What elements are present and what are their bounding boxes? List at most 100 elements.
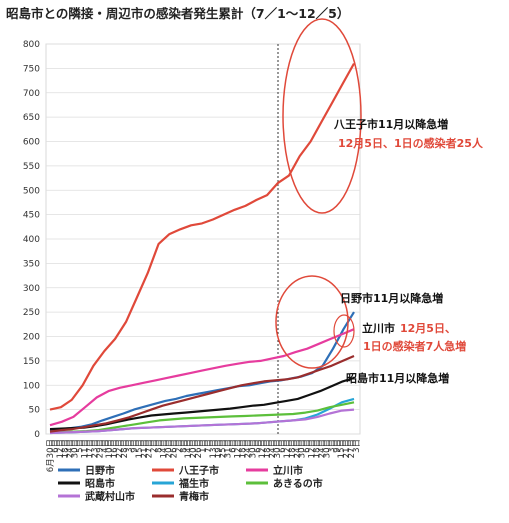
- plot-area: 0 50 100 150 200 250 300 350 400 450 500 550 600 650 7…: [23, 40, 362, 472]
- series-lines: [49, 62, 355, 435]
- x-tick-label: 3日: [125, 439, 135, 453]
- x-tick-label: 12日: [234, 439, 244, 458]
- series-line-4: [49, 397, 355, 435]
- x-tick-label: 1日: [199, 439, 209, 453]
- x-tick-label: 6日: [51, 439, 61, 453]
- series-line-5: [49, 401, 355, 434]
- x-tick-label: 12日: [258, 439, 268, 458]
- x-tick-label: 24日: [317, 439, 327, 458]
- x-tick-label: 8日: [155, 439, 165, 453]
- y-tick-label: 450: [23, 211, 40, 221]
- x-tick-label: 20日: [164, 439, 174, 458]
- x-tick-label: 26日: [169, 439, 179, 458]
- y-tick-label: 800: [23, 40, 40, 50]
- x-tick-label: 28日: [120, 439, 130, 458]
- x-tick-label: 24日: [66, 439, 76, 458]
- x-tick-label: 24日: [243, 439, 253, 458]
- annotation-tachikawa-detail: 1日の感染者7人急増: [363, 339, 466, 353]
- x-tick-label: 22日: [115, 439, 125, 458]
- annotation-akishima: 昭島市11月以降急増: [346, 371, 449, 385]
- x-tick-label: 3日: [327, 439, 337, 453]
- x-axis-ticks: 6月30日6日12日18日24日30日5日11日17日23日29日4日10日16…: [46, 439, 362, 472]
- y-tick-label: 750: [23, 64, 40, 74]
- x-tick-label: 30日: [248, 439, 258, 458]
- x-tick-label: 7日: [204, 439, 214, 453]
- x-tick-label: 19日: [214, 439, 224, 458]
- x-tick-label: 15日: [337, 439, 347, 458]
- x-tick-label: 4日: [100, 439, 110, 453]
- x-tick-label: 23日: [90, 439, 100, 458]
- legend-label: 福生市: [178, 477, 209, 490]
- x-tick-label: 6月30日: [46, 439, 56, 472]
- legend-label: 八王子市: [178, 464, 219, 477]
- x-tick-label: 2日: [174, 439, 184, 453]
- x-tick-label: 17日: [85, 439, 95, 458]
- series-line-2: [49, 328, 355, 427]
- x-tick-label: 14日: [160, 439, 170, 458]
- y-axis-ticks: 0 50 100 150 200 250 300 350 400 450 500 550 600 650 7…: [23, 40, 40, 440]
- annotation-hino: 日野市11月以降急増: [340, 291, 443, 305]
- series-line-7: [49, 354, 355, 433]
- y-tick-label: 150: [23, 357, 40, 367]
- y-tick-label: 0: [34, 430, 40, 440]
- legend-label: あきるの市: [273, 477, 323, 490]
- x-tick-label: 30日: [322, 439, 332, 458]
- y-tick-label: 700: [23, 89, 40, 99]
- x-tick-label: 27日: [145, 439, 155, 458]
- tachikawa-highlight-ellipse: [333, 314, 355, 348]
- x-tick-label: 20日: [189, 439, 199, 458]
- legend-label: 青梅市: [179, 490, 209, 503]
- x-tick-label: 10日: [105, 439, 115, 458]
- x-tick-label: 24日: [268, 439, 278, 458]
- x-tick-label: 18日: [61, 439, 71, 458]
- x-tick-label: 8日: [179, 439, 189, 453]
- x-tick-label: 25日: [219, 439, 229, 458]
- x-tick-label: 18日: [238, 439, 248, 458]
- y-tick-label: 400: [23, 235, 40, 245]
- x-tick-label: 6日: [253, 439, 263, 453]
- x-tick-label: 12日: [283, 439, 293, 458]
- hino-highlight-ellipse: [275, 275, 349, 369]
- x-tick-label: 3日: [352, 439, 362, 453]
- gridlines: [46, 43, 360, 435]
- x-tick-label: 12日: [56, 439, 66, 458]
- x-tick-label: 30日: [273, 439, 283, 458]
- x-tick-label: 29日: [95, 439, 105, 458]
- y-tick-label: 200: [23, 333, 40, 343]
- x-tick-label: 14日: [184, 439, 194, 458]
- x-tick-label: 30日: [298, 439, 308, 458]
- y-tick-label: 250: [23, 308, 40, 318]
- y-tick-label: 350: [23, 259, 40, 269]
- y-tick-label: 300: [23, 284, 40, 294]
- y-tick-label: 650: [23, 113, 40, 123]
- hachioji-highlight-ellipse: [282, 18, 362, 214]
- series-line-6: [49, 408, 355, 435]
- x-tick-label: 21日: [140, 439, 150, 458]
- x-tick-label: 11日: [81, 439, 91, 458]
- x-tick-label: 18日: [263, 439, 273, 458]
- x-tick-label: 18日: [313, 439, 323, 458]
- y-tick-label: 600: [23, 138, 40, 148]
- x-tick-label: 15日: [135, 439, 145, 458]
- x-tick-label: 24日: [293, 439, 303, 458]
- x-tick-label: 27日: [347, 439, 357, 458]
- y-tick-label: 550: [23, 162, 40, 172]
- x-tick-label: 21日: [342, 439, 352, 458]
- annotation-hachioji-detail: 12月5日、1日の感染者25人: [338, 136, 484, 150]
- annotation-tachikawa-date: 12月5日、: [400, 322, 456, 335]
- x-tick-label: 5日: [76, 439, 86, 453]
- annotation-tachikawa: 立川市: [362, 321, 395, 335]
- x-tick-label: 6日: [229, 439, 239, 453]
- x-tick-label: 26日: [194, 439, 204, 458]
- x-tick-label: 6日: [303, 439, 313, 453]
- x-tick-label: 12日: [308, 439, 318, 458]
- x-tick-label: 16日: [110, 439, 120, 458]
- x-tick-label: 9日: [130, 439, 140, 453]
- x-tick-label: 31日: [224, 439, 234, 458]
- annotation-hachioji: 八王子市11月以降急増: [333, 117, 448, 131]
- legend-label: 立川市: [273, 464, 303, 477]
- legend-label: 昭島市: [85, 477, 115, 490]
- x-tick-label: 18日: [288, 439, 298, 458]
